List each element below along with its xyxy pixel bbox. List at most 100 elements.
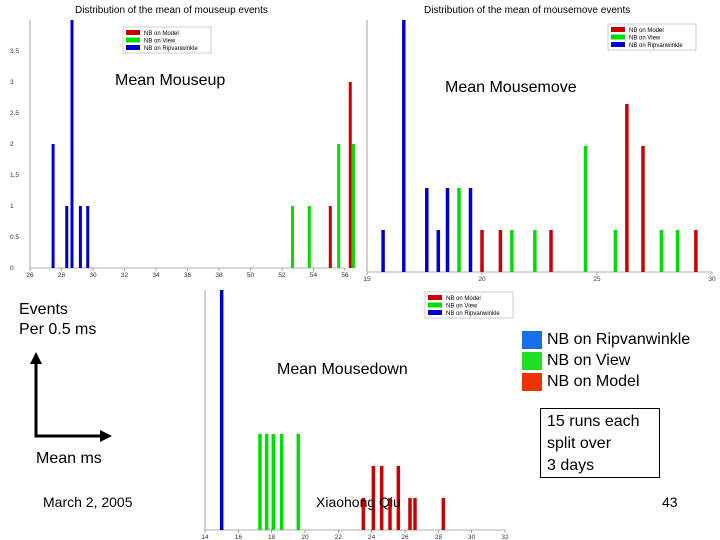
chart-legend-label: NB on Ripvanwinkle (446, 311, 500, 317)
x-tick-label: 15 (363, 276, 371, 282)
y-tick-label: 3 (10, 79, 14, 86)
bar (51, 144, 55, 268)
bar (271, 434, 276, 530)
x-tick-label: 25 (593, 276, 601, 282)
y-tick-label: 1.5 (10, 172, 19, 179)
bar (445, 188, 450, 272)
bar (219, 290, 224, 530)
bar (86, 206, 90, 268)
x-tick-label: 28 (435, 534, 443, 540)
chart-legend-swatch (428, 295, 442, 300)
bar (279, 434, 284, 530)
bar (533, 230, 537, 272)
y-tick-label: 1 (10, 203, 14, 210)
x-tick-label: 30 (468, 534, 476, 540)
bar (659, 230, 664, 272)
chart-legend-swatch (126, 45, 140, 50)
chart-legend-label: NB on Model (629, 28, 664, 34)
x-tick-label: 56 (341, 272, 349, 279)
x-tick-label: 54 (310, 272, 318, 279)
bar (457, 188, 461, 272)
chart-legend-label: NB on Ripvanwinkle (144, 46, 198, 52)
bar (425, 188, 429, 272)
x-tick-label: 32 (501, 534, 509, 540)
bar (258, 434, 262, 530)
chart-legend-label: NB on Model (446, 296, 481, 302)
bar (361, 498, 366, 530)
bar (381, 230, 385, 272)
chart-legend-swatch (428, 302, 442, 308)
bar (402, 20, 406, 272)
chart-legend-label: NB on Model (144, 31, 179, 37)
y-tick-label: 2.5 (10, 110, 19, 117)
footer-author: Xiaohong Qiu (316, 494, 401, 510)
bar (65, 206, 69, 268)
mousedown-chart: 14 16 18 20 22 24 26 28 30 32 NB on Model NB on Vie… (201, 290, 514, 540)
x-tick-label: 22 (335, 534, 343, 540)
legend-label-ripvanwinkle: NB on Ripvanwinkle (547, 331, 691, 348)
bar (70, 20, 74, 268)
bar (510, 230, 514, 272)
x-tick-label: 30 (708, 276, 716, 282)
bar (296, 434, 301, 530)
bar (264, 434, 269, 530)
y-tick-label: 0.5 (10, 234, 19, 241)
mousedown-overlay-label: Mean Mousedown (277, 361, 408, 378)
bar (441, 498, 446, 530)
bar (436, 230, 441, 272)
bar (641, 146, 645, 272)
x-tick-label: 20 (301, 534, 309, 540)
y-tick-label: 0 (10, 265, 14, 272)
x-tick-label: 16 (235, 534, 243, 540)
x-tick-label: 18 (268, 534, 276, 540)
legend-label-view: NB on View (547, 352, 631, 369)
chart-legend-swatch (611, 27, 625, 32)
mousemove-overlay-label: Mean Mousemove (445, 79, 577, 96)
bar (379, 466, 384, 530)
chart-legend-swatch (428, 310, 442, 315)
chart-title: Distribution of the mean of mouseup even… (75, 5, 268, 16)
bar (613, 230, 618, 272)
x-tick-label: 14 (201, 534, 209, 540)
footer-page-number: 43 (662, 494, 678, 510)
bar (388, 498, 392, 530)
x-tick-label: 24 (368, 534, 376, 540)
legend-label-model: NB on Model (547, 373, 640, 390)
bar (413, 498, 417, 530)
x-tick-label: 50 (247, 272, 255, 279)
bar (468, 188, 473, 272)
bar (583, 146, 588, 272)
bar (498, 230, 503, 272)
runs-note: 15 runs each split over 3 days (540, 408, 660, 478)
bar (625, 104, 629, 272)
chart-title: Distribution of the mean of mousemove ev… (424, 5, 630, 16)
chart-legend-swatch (611, 34, 625, 40)
bar (371, 466, 376, 530)
bar (480, 230, 484, 272)
mean-ms-axis-label: Mean ms (36, 450, 102, 467)
y-tick-label: 2 (10, 141, 14, 148)
footer-date: March 2, 2005 (43, 494, 133, 510)
x-tick-label: 20 (478, 276, 486, 282)
chart-legend-label: NB on Ripvanwinkle (629, 43, 683, 49)
legend-swatch-ripvanwinkle (522, 331, 542, 349)
bar (348, 82, 352, 268)
mouseup-chart: Distribution of the mean of mouseup even… (10, 5, 355, 279)
legend-swatch-view (522, 352, 542, 370)
bar (351, 144, 355, 268)
chart-legend-label: NB on View (629, 36, 661, 42)
x-tick-label: 28 (58, 272, 66, 279)
chart-legend-swatch (126, 30, 140, 35)
bar (396, 466, 401, 530)
mousemove-chart: Distribution of the mean of mousemove ev… (363, 5, 716, 282)
bar (694, 230, 698, 272)
x-tick-label: 38 (215, 272, 223, 279)
x-tick-label: 26 (401, 534, 409, 540)
x-tick-label: 34 (152, 272, 160, 279)
chart-legend-swatch (126, 37, 140, 43)
bar (408, 498, 412, 530)
x-tick-label: 52 (278, 272, 286, 279)
